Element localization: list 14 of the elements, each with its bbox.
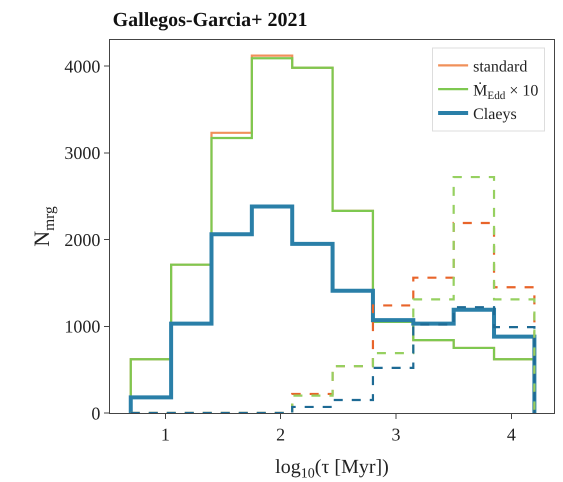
legend-label: Claeys [473,106,517,124]
y-tick-label: 0 [91,403,100,424]
x-tick-label: 4 [506,424,516,445]
legend-label: Ṁ$_{Edd}$ × 10 [473,81,538,102]
x-axis-title: log$_{10}$(τ [Myr]) [275,456,389,482]
chart-title: Gallegos-Garcia+ 2021 [112,9,308,32]
x-tick-label: 3 [392,424,401,445]
y-tick-label: 3000 [64,143,100,164]
x-tick-label: 2 [276,424,286,445]
y-tick-label: 2000 [64,230,100,250]
x-tick-label: 1 [160,424,170,445]
y-tick-label: 1000 [64,316,100,337]
legend-label: standard [473,58,528,76]
y-tick-label: 4000 [64,56,100,76]
